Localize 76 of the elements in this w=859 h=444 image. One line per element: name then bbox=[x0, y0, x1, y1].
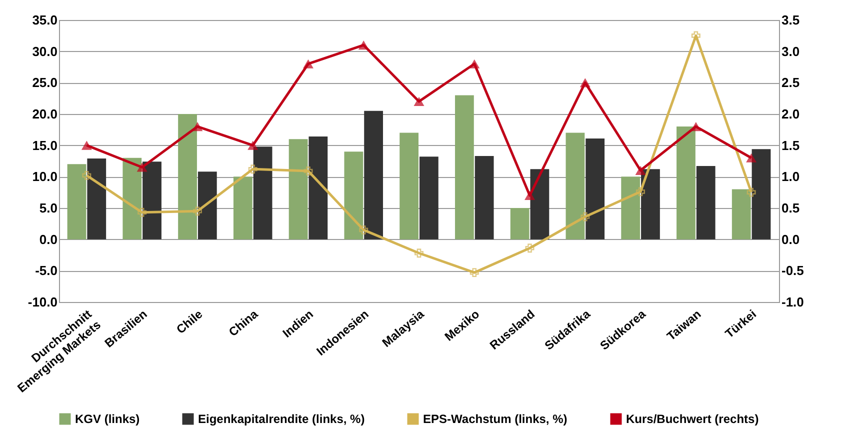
y-tick-label: 5.0 bbox=[39, 200, 58, 216]
bar bbox=[400, 132, 419, 240]
bar bbox=[566, 132, 585, 240]
point bbox=[304, 166, 313, 176]
bar bbox=[253, 146, 272, 240]
bar bbox=[67, 164, 86, 240]
bar bbox=[178, 114, 197, 240]
point bbox=[635, 166, 646, 175]
y2-tick-label: 2.5 bbox=[782, 75, 800, 90]
y-tick-label: 10.0 bbox=[32, 169, 58, 184]
point bbox=[138, 208, 147, 217]
bar bbox=[198, 172, 217, 240]
y-tick-label: -5.0 bbox=[35, 263, 58, 278]
point bbox=[746, 188, 756, 197]
y-tick-label: 0.0 bbox=[39, 232, 58, 247]
bar bbox=[455, 95, 474, 240]
point bbox=[414, 96, 424, 106]
point bbox=[746, 153, 757, 162]
point bbox=[470, 268, 479, 278]
legend-label: EPS-Wachstum (links, %) bbox=[423, 412, 568, 426]
bar bbox=[288, 139, 308, 240]
y-tick-label: 20.0 bbox=[32, 106, 58, 122]
point bbox=[248, 140, 258, 150]
bar bbox=[586, 138, 605, 240]
y-tick-label: 25.0 bbox=[32, 75, 58, 90]
point bbox=[636, 187, 646, 196]
bar bbox=[364, 110, 383, 240]
bar bbox=[122, 158, 142, 240]
bar bbox=[233, 176, 252, 240]
bar bbox=[87, 158, 106, 240]
bar bbox=[621, 176, 640, 240]
point bbox=[82, 170, 92, 180]
y2-tick-label: 1.0 bbox=[782, 169, 800, 184]
point bbox=[192, 206, 202, 216]
y2-tick-label: 3.5 bbox=[782, 12, 800, 28]
point bbox=[524, 190, 536, 200]
y2-tick-label: 0.5 bbox=[782, 200, 800, 216]
y2-tick-label: 1.5 bbox=[782, 138, 800, 153]
bar bbox=[696, 166, 716, 240]
point bbox=[136, 162, 148, 172]
bar bbox=[142, 162, 162, 240]
y2-tick-label: -1.0 bbox=[782, 294, 804, 310]
bar bbox=[641, 169, 660, 240]
point bbox=[359, 225, 368, 234]
y-tick-label: 15.0 bbox=[32, 138, 58, 153]
bar bbox=[530, 169, 550, 240]
bar bbox=[344, 152, 364, 240]
point bbox=[580, 78, 590, 88]
legend-label: Eigenkapitalrendite (links, %) bbox=[198, 412, 365, 426]
y-tick-label: -10.0 bbox=[28, 294, 58, 310]
point bbox=[192, 122, 203, 132]
point bbox=[248, 164, 258, 174]
point bbox=[302, 59, 314, 68]
legend-label: KGV (links) bbox=[75, 412, 140, 426]
bar bbox=[419, 156, 438, 240]
bar bbox=[732, 189, 751, 240]
y2-tick-label: 2.0 bbox=[782, 106, 800, 122]
point bbox=[580, 212, 590, 222]
point bbox=[81, 140, 92, 150]
y2-tick-label: -0.5 bbox=[782, 263, 804, 278]
point bbox=[414, 248, 424, 258]
bar bbox=[752, 149, 771, 240]
y2-tick-label: 3.0 bbox=[782, 44, 800, 59]
bar bbox=[308, 136, 328, 240]
point bbox=[525, 244, 534, 253]
point bbox=[469, 59, 480, 68]
bar bbox=[510, 208, 530, 240]
y-tick-label: 30.0 bbox=[32, 44, 58, 59]
point bbox=[690, 122, 702, 132]
y2-tick-label: 0.0 bbox=[782, 232, 800, 247]
bar bbox=[474, 156, 494, 240]
point bbox=[358, 40, 369, 50]
bar bbox=[676, 126, 696, 240]
legend-label: Kurs/Buchwert (rechts) bbox=[626, 412, 759, 426]
point bbox=[691, 31, 700, 40]
y-tick-label: 35.0 bbox=[32, 12, 58, 28]
